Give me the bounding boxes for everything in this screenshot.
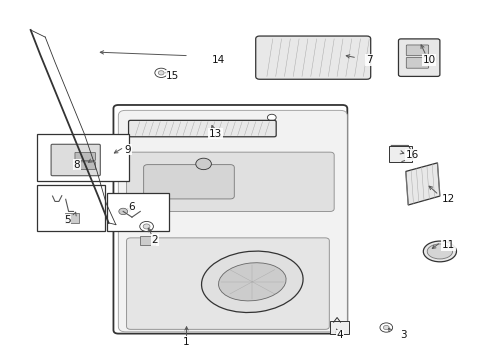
Ellipse shape [201, 251, 303, 312]
Circle shape [155, 68, 168, 77]
FancyBboxPatch shape [75, 162, 96, 170]
FancyBboxPatch shape [140, 236, 155, 245]
Polygon shape [406, 163, 440, 205]
Circle shape [143, 224, 150, 229]
FancyBboxPatch shape [330, 321, 349, 334]
FancyBboxPatch shape [406, 58, 429, 68]
FancyBboxPatch shape [51, 144, 100, 176]
Text: 6: 6 [129, 202, 135, 212]
Text: 13: 13 [209, 129, 222, 139]
FancyBboxPatch shape [37, 134, 129, 181]
Text: 16: 16 [406, 150, 419, 160]
FancyBboxPatch shape [118, 111, 347, 332]
Text: 12: 12 [442, 194, 455, 203]
Text: 15: 15 [166, 71, 179, 81]
Circle shape [158, 71, 164, 75]
Circle shape [380, 323, 392, 332]
FancyBboxPatch shape [37, 185, 105, 231]
Text: 3: 3 [400, 330, 407, 341]
Ellipse shape [427, 244, 453, 259]
Text: 9: 9 [125, 145, 131, 155]
Circle shape [196, 158, 211, 170]
FancyBboxPatch shape [75, 153, 96, 160]
FancyBboxPatch shape [65, 213, 79, 223]
FancyBboxPatch shape [256, 36, 371, 79]
FancyBboxPatch shape [389, 146, 412, 162]
Text: 4: 4 [337, 330, 343, 341]
Text: 10: 10 [422, 55, 436, 65]
Text: 8: 8 [74, 159, 80, 170]
Text: 11: 11 [442, 240, 455, 250]
Text: 1: 1 [183, 337, 190, 347]
FancyBboxPatch shape [126, 238, 329, 329]
Circle shape [383, 325, 389, 330]
Text: 7: 7 [366, 55, 372, 65]
Circle shape [119, 208, 127, 215]
Text: 14: 14 [212, 55, 225, 65]
Ellipse shape [423, 241, 457, 262]
Ellipse shape [219, 263, 286, 301]
FancyBboxPatch shape [398, 39, 440, 76]
Text: 2: 2 [151, 235, 158, 245]
FancyBboxPatch shape [128, 120, 276, 137]
FancyBboxPatch shape [144, 165, 234, 199]
Text: 5: 5 [64, 215, 71, 225]
FancyBboxPatch shape [126, 152, 334, 211]
Circle shape [268, 114, 276, 121]
Circle shape [140, 221, 153, 231]
FancyBboxPatch shape [107, 193, 170, 231]
FancyBboxPatch shape [406, 45, 429, 56]
